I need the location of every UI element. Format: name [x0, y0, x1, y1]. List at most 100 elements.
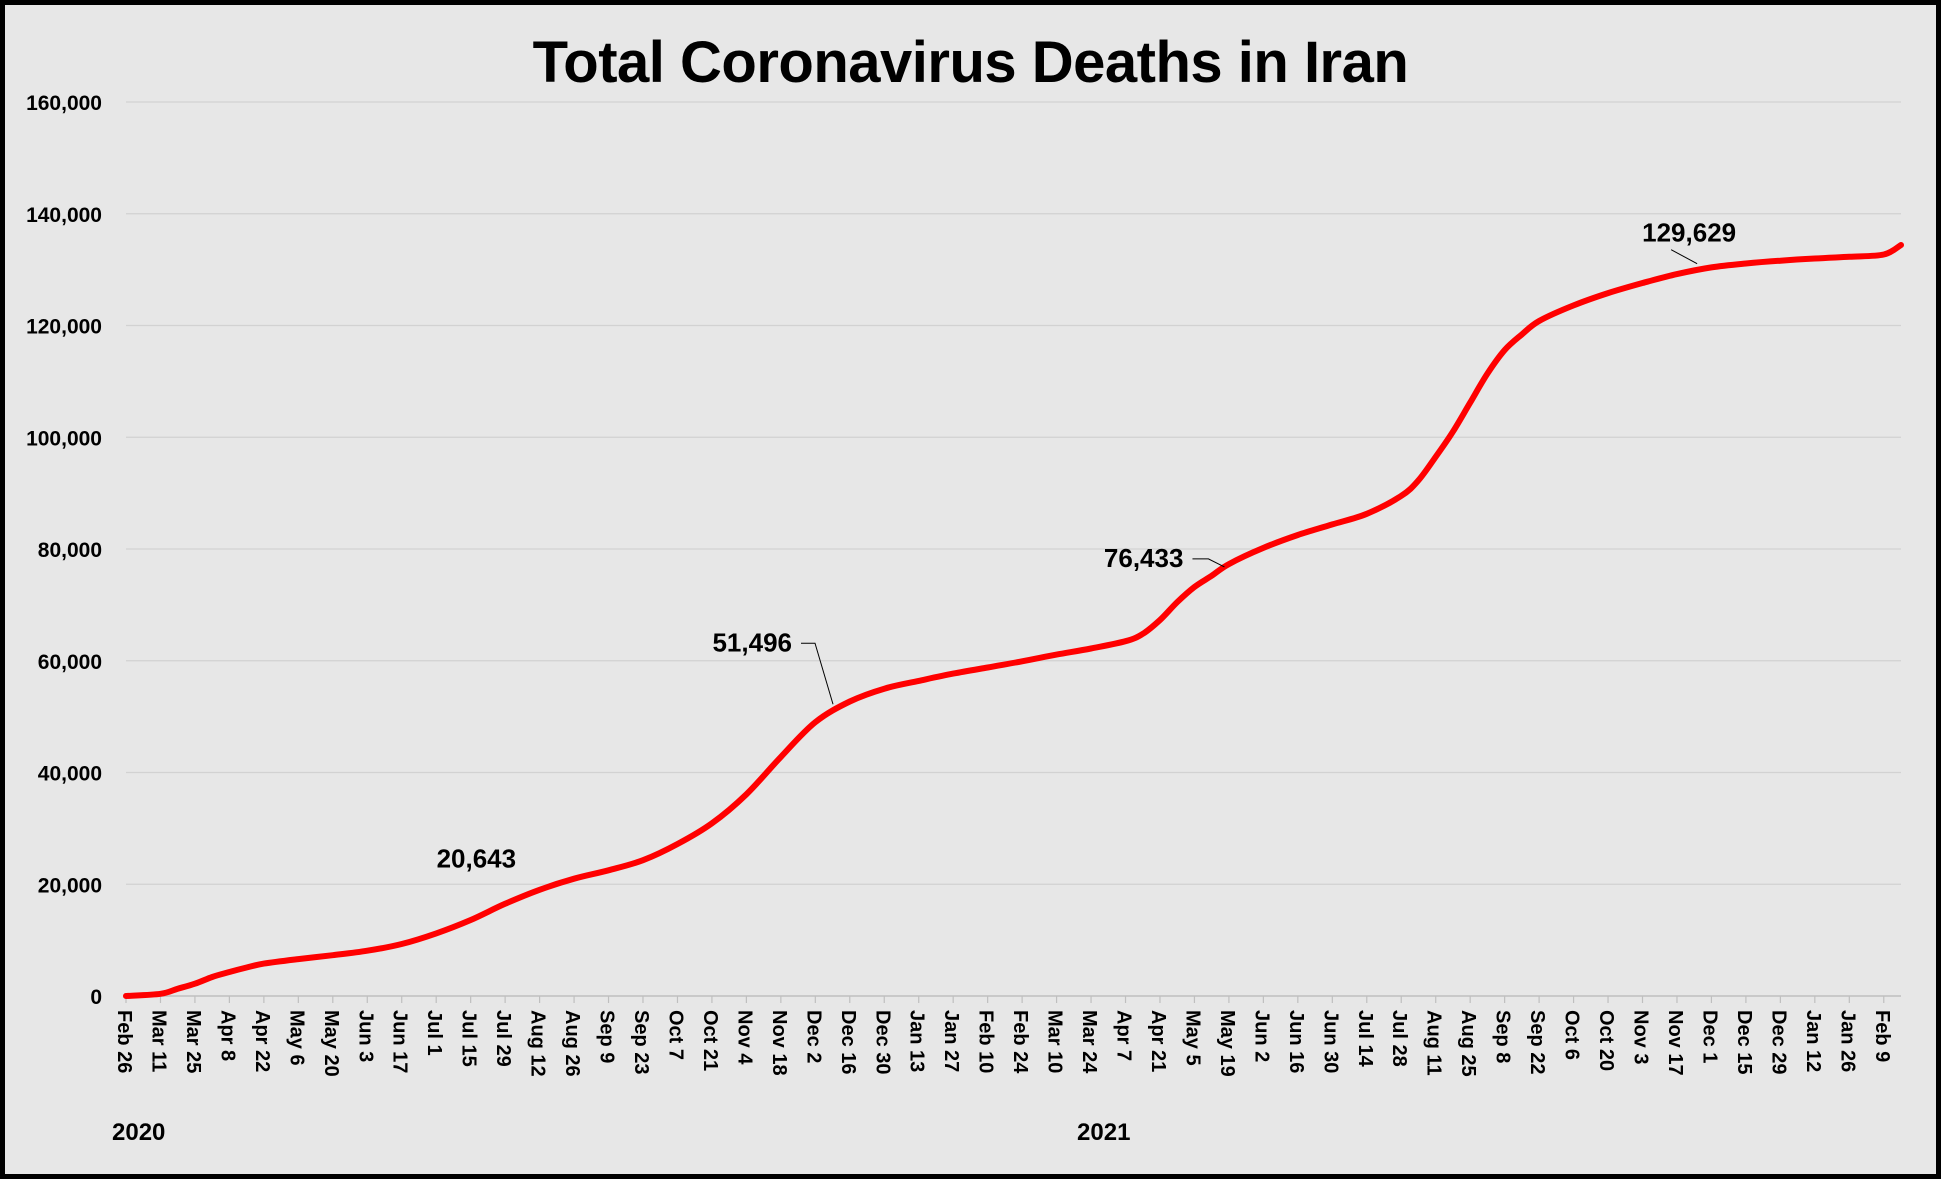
x-tick: Jan 13	[906, 1010, 928, 1072]
x-tick-label: Mar 10	[1044, 1010, 1066, 1073]
x-tick-label: Feb 10	[975, 1010, 997, 1073]
x-tick-label: Jan 12	[1802, 1010, 1824, 1072]
x-tick-label: Jan 13	[906, 1010, 928, 1072]
x-tick-label: May 5	[1181, 1010, 1203, 1066]
x-tick: Jul 14	[1354, 1010, 1376, 1068]
x-tick-label: May 19	[1216, 1010, 1238, 1077]
x-tick: Oct 20	[1595, 1010, 1617, 1071]
x-tick: Sep 23	[630, 1010, 652, 1074]
x-tick: Jan 12	[1802, 1010, 1824, 1072]
x-tick: Dec 15	[1733, 1010, 1755, 1075]
y-tick-label: 100,000	[26, 427, 102, 450]
series-line	[123, 242, 1904, 999]
x-tick: Nov 18	[768, 1010, 790, 1076]
x-tick-label: Jun 30	[1319, 1010, 1341, 1073]
x-tick: Apr 8	[216, 1010, 238, 1061]
x-tick-label: Dec 15	[1733, 1010, 1755, 1075]
annotation-leader	[801, 642, 834, 705]
y-tick: 40,000	[38, 763, 102, 786]
x-axis: Feb 26 Mar 11 Mar 25 Apr 8 Apr 22 May 6 May 20…	[113, 995, 1901, 1077]
annotation: 51,496	[712, 627, 834, 705]
x-tick-label: Sep 23	[630, 1010, 652, 1074]
y-tick-label: 80,000	[38, 539, 102, 562]
x-tick-label: Jul 15	[458, 1010, 480, 1067]
y-tick: 0	[90, 986, 102, 1009]
x-tick-label: Mar 25	[182, 1010, 204, 1073]
annotation-label: 51,496	[712, 627, 792, 657]
y-tick-label: 20,000	[38, 874, 102, 897]
annotation-leader	[1192, 558, 1225, 568]
x-tick: May 20	[320, 1010, 342, 1077]
x-tick: May 6	[285, 1010, 307, 1066]
x-tick-label: Jul 29	[492, 1010, 514, 1067]
x-tick: Aug 25	[1457, 1010, 1479, 1077]
x-tick-label: Mar 24	[1078, 1010, 1100, 1074]
x-tick-label: Jul 14	[1354, 1010, 1376, 1068]
x-tick: Dec 1	[1698, 1010, 1720, 1063]
x-tick-label: Feb 26	[113, 1010, 135, 1073]
x-tick-label: Apr 22	[251, 1010, 273, 1072]
x-tick: Apr 22	[251, 1010, 273, 1072]
x-tick: Dec 16	[837, 1010, 859, 1075]
x-tick-label: Aug 25	[1457, 1010, 1479, 1077]
x-tick-label: Jan 27	[940, 1010, 962, 1072]
x-tick: Feb 26	[113, 1010, 135, 1073]
x-tick-label: Sep 9	[596, 1010, 618, 1063]
x-tick-label: Apr 7	[1113, 1010, 1135, 1061]
annotation-leader	[1670, 249, 1698, 265]
annotation: 76,433	[1104, 543, 1225, 573]
x-tick-label: Oct 21	[699, 1010, 721, 1071]
x-tick: Jan 27	[940, 1010, 962, 1072]
annotation: 20,643	[437, 844, 517, 874]
annotations: 20,643 51,496 76,433 129,629	[437, 218, 1737, 874]
x-tick-label: Nov 17	[1664, 1010, 1686, 1076]
x-tick: Sep 22	[1526, 1010, 1548, 1074]
x-tick-label: Jul 1	[423, 1010, 445, 1056]
x-tick-label: Aug 26	[561, 1010, 583, 1077]
x-tick-label: Jan 26	[1836, 1010, 1858, 1072]
x-tick-label: Feb 24	[1009, 1010, 1031, 1074]
y-tick: 80,000	[38, 539, 102, 562]
x-tick: Mar 24	[1078, 1010, 1100, 1074]
x-tick-label: Oct 20	[1595, 1010, 1617, 1071]
year-labels: 2020 2021	[112, 1119, 1130, 1146]
y-tick-label: 140,000	[26, 204, 102, 227]
x-tick: Aug 11	[1423, 1010, 1445, 1076]
x-tick: Feb 24	[1009, 1010, 1031, 1074]
x-tick-label: Jul 28	[1388, 1010, 1410, 1067]
x-tick: Jun 16	[1285, 1010, 1307, 1073]
x-tick-label: Dec 30	[871, 1010, 893, 1075]
x-tick: Dec 2	[802, 1010, 824, 1063]
y-tick-label: 40,000	[38, 763, 102, 786]
x-tick-label: Apr 21	[1147, 1010, 1169, 1072]
x-tick: Nov 3	[1630, 1010, 1652, 1064]
x-tick-label: Nov 18	[768, 1010, 790, 1076]
x-tick: Mar 25	[182, 1010, 204, 1073]
x-tick: May 5	[1181, 1010, 1203, 1066]
x-tick-label: Aug 12	[527, 1010, 549, 1077]
annotation: 129,629	[1642, 218, 1736, 265]
y-axis: 0 20,000 40,000 60,000 80,000 100,000 120,000 1…	[26, 92, 102, 1009]
x-tick: Oct 7	[664, 1010, 686, 1060]
y-tick: 140,000	[26, 204, 102, 227]
y-tick-label: 0	[90, 986, 102, 1009]
y-tick: 60,000	[38, 651, 102, 674]
x-tick: Sep 9	[596, 1010, 618, 1063]
x-tick-label: Dec 1	[1698, 1010, 1720, 1063]
x-tick-label: Sep 8	[1492, 1010, 1514, 1063]
x-tick: Apr 7	[1113, 1010, 1135, 1061]
x-tick-label: May 6	[285, 1010, 307, 1066]
year-label: 2020	[112, 1119, 165, 1146]
y-tick: 100,000	[26, 427, 102, 450]
annotation-label: 129,629	[1642, 218, 1736, 248]
year-label: 2021	[1077, 1119, 1130, 1146]
x-tick: Mar 10	[1044, 1010, 1066, 1073]
x-tick-label: Apr 8	[216, 1010, 238, 1061]
x-tick-label: Mar 11	[147, 1010, 169, 1072]
x-tick-label: Oct 6	[1561, 1010, 1583, 1060]
y-tick-label: 60,000	[38, 651, 102, 674]
x-tick-label: Aug 11	[1423, 1010, 1445, 1076]
x-tick: Aug 26	[561, 1010, 583, 1077]
x-tick: Nov 4	[733, 1010, 755, 1065]
